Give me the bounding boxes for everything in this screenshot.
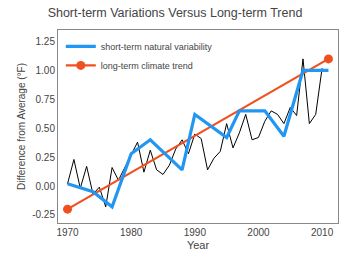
svg-text:0.50: 0.50 [36,123,56,134]
svg-text:short-term natural variability: short-term natural variability [101,42,213,52]
svg-text:Short-term Variations Versus L: Short-term Variations Versus Long-term T… [48,6,303,20]
svg-text:1990: 1990 [184,227,207,238]
svg-text:2010: 2010 [311,227,334,238]
svg-text:Difference from Average (°F): Difference from Average (°F) [16,63,27,190]
svg-text:Year: Year [187,239,210,251]
svg-text:0.75: 0.75 [36,94,56,105]
svg-text:2000: 2000 [247,227,270,238]
svg-text:long-term climate trend: long-term climate trend [101,61,193,71]
svg-text:1.25: 1.25 [36,36,56,47]
svg-text:0.00: 0.00 [36,181,56,192]
svg-text:0.25: 0.25 [36,152,56,163]
svg-text:1970: 1970 [56,227,79,238]
svg-text:1.00: 1.00 [36,65,56,76]
svg-text:-0.25: -0.25 [32,209,55,220]
svg-text:1980: 1980 [120,227,143,238]
